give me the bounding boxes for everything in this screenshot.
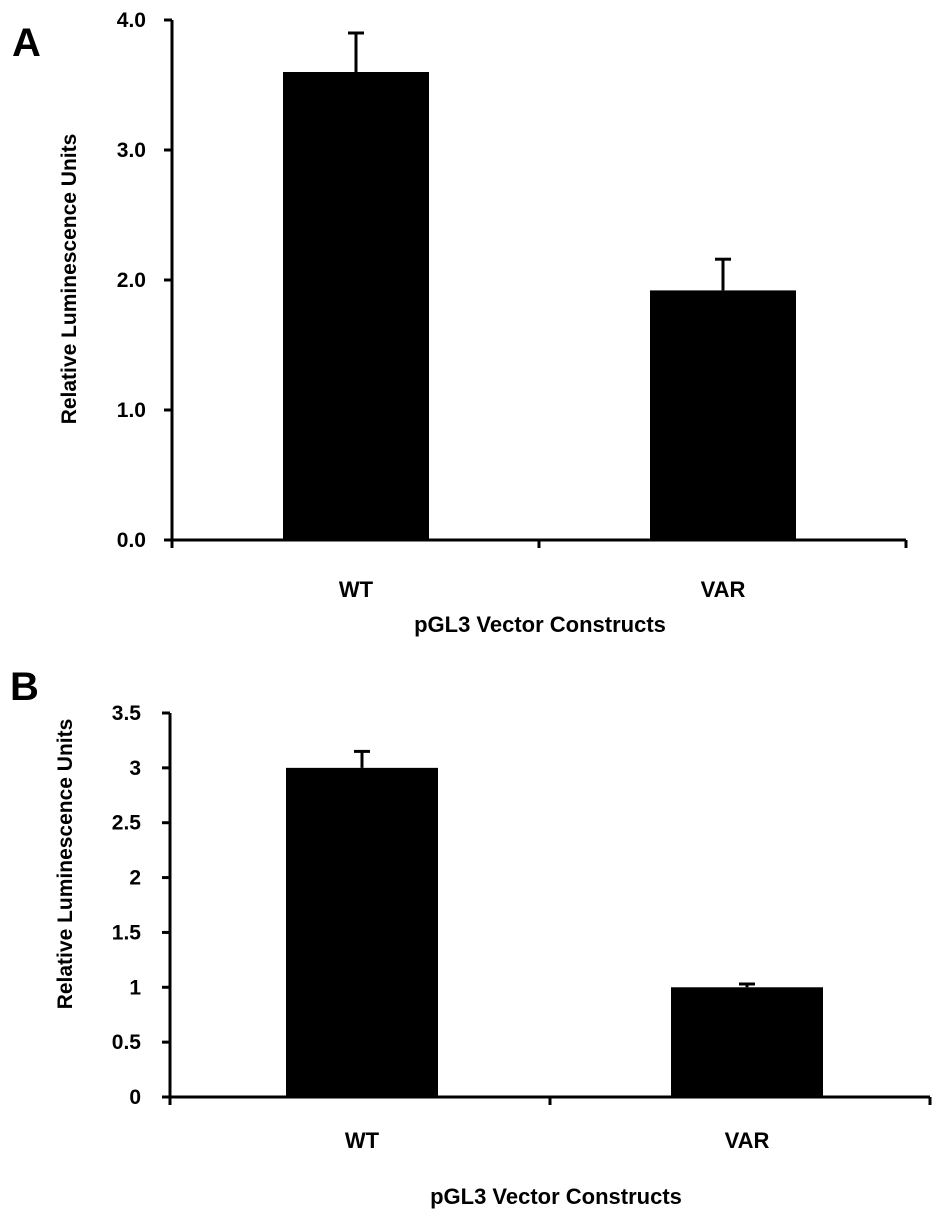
chart-a-marks: 0.0 1.0 2.0 3.0 4.0 WT VAR [117, 9, 908, 602]
y-tick-label: 1.0 [117, 399, 146, 422]
y-tick-label: 2 [129, 867, 141, 890]
y-tick-label: 3 [129, 757, 141, 780]
chart-a: A 0.0 1.0 2.0 3.0 4.0 WT VAR Relative Luminesc… [12, 9, 908, 637]
y-tick-label: 0.5 [112, 1031, 142, 1054]
category-label-var: VAR [701, 577, 746, 602]
y-tick-label: 3.5 [112, 702, 142, 725]
chart-a-y-axis-label: Relative Luminescence Units [58, 134, 81, 425]
category-label-var: VAR [725, 1128, 770, 1153]
y-tick-label: 3.0 [117, 139, 146, 162]
category-label-wt: WT [339, 577, 374, 602]
bar-var [671, 987, 823, 1097]
bar-var [650, 290, 796, 540]
y-tick-label: 0 [129, 1086, 141, 1109]
category-label-wt: WT [345, 1128, 380, 1153]
bar-wt [283, 72, 429, 540]
panel-label-b: B [10, 665, 39, 709]
bar-wt [286, 767, 438, 1097]
chart-b-marks: 0 0.5 1 1.5 2 2.5 3 3.5 WT VAR [112, 702, 932, 1153]
y-tick-label: 2.5 [112, 812, 142, 835]
y-tick-label: 1 [129, 976, 141, 999]
panel-label-a: A [12, 21, 41, 65]
chart-b-y-axis-label: Relative Luminescence Units [54, 719, 77, 1010]
y-tick-label: 0.0 [117, 529, 146, 552]
chart-a-x-axis-label: pGL3 Vector Constructs [414, 612, 666, 637]
chart-b-x-axis-label: pGL3 Vector Constructs [430, 1184, 682, 1209]
y-tick-label: 4.0 [117, 9, 146, 32]
y-tick-label: 1.5 [112, 921, 142, 944]
chart-b: B 0 0.5 1 1.5 2 2.5 3 3.5 WT VAR Relative Lumines… [10, 665, 932, 1209]
y-tick-label: 2.0 [117, 269, 146, 292]
